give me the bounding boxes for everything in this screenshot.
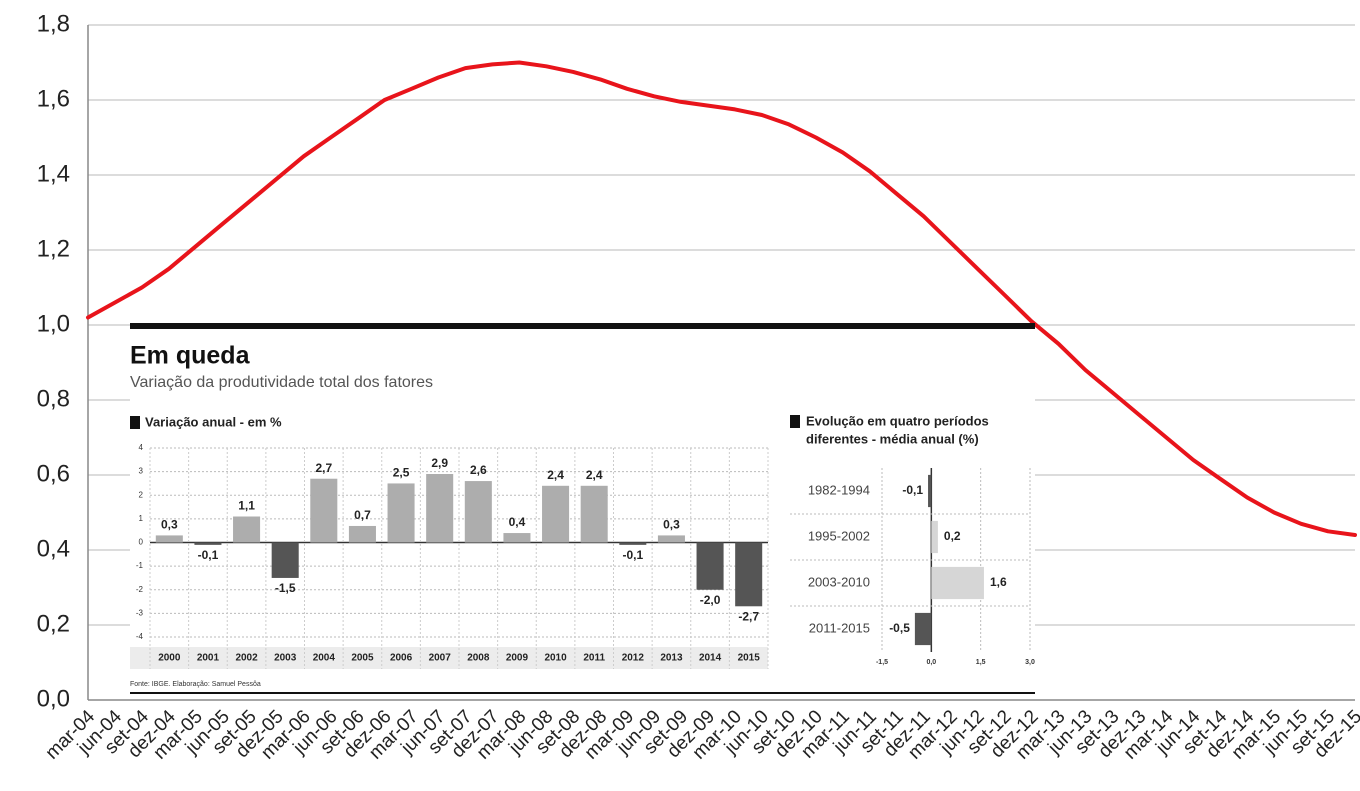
- y-tick-label: -3: [136, 608, 144, 617]
- bar: [155, 535, 183, 543]
- y-tick-label: 2011-2015: [809, 620, 870, 635]
- source-note: Fonte: IBGE. Elaboração: Samuel Pessôa: [130, 681, 261, 688]
- x-tick-label: 2013: [660, 653, 683, 664]
- inset-bottom-rule: [130, 692, 1035, 694]
- value-label: -1,5: [275, 581, 296, 595]
- value-label: 2,6: [470, 463, 487, 477]
- chart-title: diferentes - média anual (%): [806, 431, 979, 446]
- x-tick-label: 2009: [506, 653, 529, 664]
- value-label: -2,7: [738, 609, 759, 623]
- bar: [310, 478, 338, 543]
- bar: [735, 542, 763, 607]
- value-label: -0,1: [198, 548, 219, 562]
- y-tick-label: 0,6: [37, 460, 70, 487]
- legend-square: [790, 415, 800, 428]
- value-label: -2,0: [700, 593, 721, 607]
- x-tick-label: 3,0: [1025, 659, 1035, 666]
- x-tick-label: 2010: [544, 653, 567, 664]
- value-label: 1,6: [990, 575, 1007, 589]
- x-tick-label: -1,5: [876, 659, 888, 666]
- y-tick-label: 1: [139, 514, 144, 523]
- legend-square: [130, 416, 140, 429]
- x-tick-label: 1,5: [976, 659, 986, 666]
- value-label: 0,3: [663, 518, 680, 532]
- y-tick-label: -2: [136, 585, 144, 594]
- x-tick-label: 2001: [197, 653, 220, 664]
- value-label: 2,4: [586, 468, 603, 482]
- value-label: -0,1: [622, 548, 643, 562]
- x-tick-label: 2002: [235, 653, 258, 664]
- y-tick-label: 1,2: [37, 235, 70, 262]
- category-band: [130, 647, 768, 669]
- bar: [619, 542, 647, 545]
- y-tick-label: 3: [139, 467, 144, 476]
- x-tick-label: 2004: [313, 653, 336, 664]
- bar: [914, 612, 932, 646]
- value-label: 2,4: [547, 468, 564, 482]
- y-tick-label: 1,8: [37, 10, 70, 37]
- x-tick-label: 2012: [622, 653, 645, 664]
- bar: [348, 525, 376, 543]
- bar: [696, 542, 724, 590]
- y-tick-label: 1,6: [37, 85, 70, 112]
- value-label: 1,1: [238, 499, 255, 513]
- bar: [503, 533, 531, 543]
- y-tick-label: 1995-2002: [808, 528, 870, 543]
- bar: [271, 542, 299, 578]
- x-tick-label: 2014: [699, 653, 722, 664]
- bar: [194, 542, 222, 545]
- bar: [928, 474, 932, 508]
- bar: [387, 483, 415, 543]
- value-label: 0,2: [944, 529, 961, 543]
- y-tick-label: 4: [139, 443, 144, 452]
- inset-title: Em queda: [130, 342, 251, 370]
- bar: [931, 566, 984, 600]
- y-tick-label: 0: [139, 538, 144, 547]
- inset-subtitle: Variação da produtividade total dos fato…: [130, 374, 433, 391]
- line-series: [86, 60, 1357, 537]
- value-label: 2,5: [393, 466, 410, 480]
- bar: [580, 485, 608, 543]
- y-tick-label: 0,2: [37, 610, 70, 637]
- value-label: -0,1: [902, 483, 923, 497]
- value-label: 0,3: [161, 518, 178, 532]
- chart-label: Variação anual - em %: [145, 414, 282, 429]
- x-tick-label: 2007: [429, 653, 452, 664]
- y-tick-label: 2: [139, 490, 144, 499]
- value-label: 2,9: [431, 456, 448, 470]
- y-tick-label: 1,0: [37, 310, 70, 337]
- value-label: 0,7: [354, 508, 371, 522]
- bar: [464, 481, 492, 543]
- bar: [233, 516, 261, 543]
- bar: [657, 535, 685, 543]
- x-tick-label: 2008: [467, 653, 490, 664]
- bar: [542, 485, 570, 543]
- x-tick-label: 0,0: [926, 659, 936, 666]
- value-label: 0,4: [509, 515, 526, 529]
- x-tick-label: 2006: [390, 653, 413, 664]
- y-tick-label: 2003-2010: [808, 574, 870, 589]
- y-tick-label: -4: [136, 632, 144, 641]
- y-tick-label: 0,0: [37, 685, 70, 712]
- y-tick-label: 1982-1994: [808, 482, 870, 497]
- x-tick-label: 2011: [583, 653, 605, 664]
- chart-title: Evolução em quatro períodos: [806, 413, 989, 428]
- bar: [426, 473, 454, 543]
- value-label: 2,7: [315, 461, 332, 475]
- y-tick-label: 1,4: [37, 160, 70, 187]
- x-tick-label: 2003: [274, 653, 297, 664]
- y-tick-label: 0,4: [37, 535, 70, 562]
- x-tick-label: 2005: [351, 653, 374, 664]
- bar: [931, 520, 938, 554]
- y-tick-label: 0,8: [37, 385, 70, 412]
- value-label: -0,5: [889, 621, 910, 635]
- inset-top-rule: [130, 323, 1035, 329]
- y-tick-label: -1: [136, 561, 144, 570]
- x-tick-label: 2000: [158, 653, 181, 664]
- x-tick-label: 2015: [738, 653, 761, 664]
